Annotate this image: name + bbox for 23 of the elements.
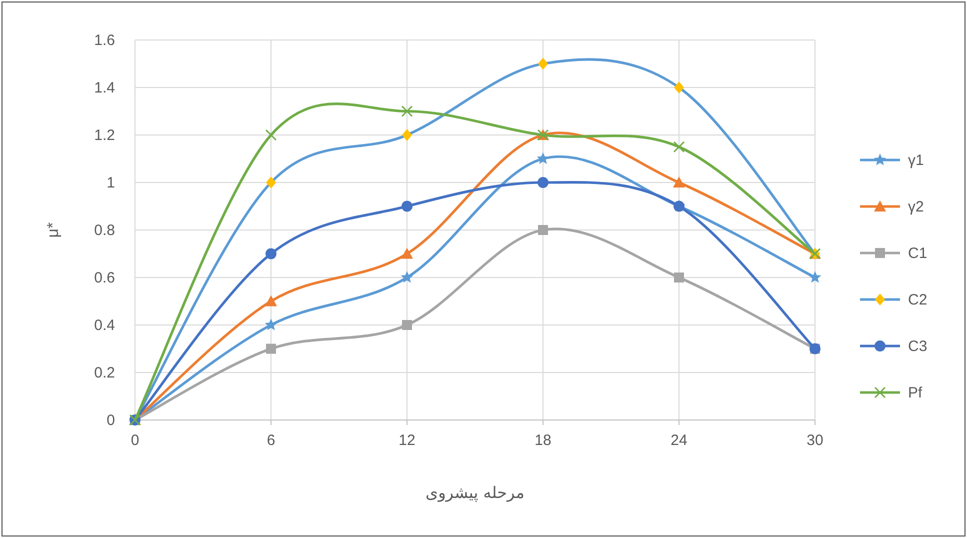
legend-label: γ1 bbox=[908, 152, 924, 169]
x-tick-label: 18 bbox=[534, 432, 552, 449]
x-tick-label: 24 bbox=[670, 432, 688, 449]
y-tick-label: 0.8 bbox=[94, 222, 115, 239]
legend-label: C1 bbox=[908, 245, 928, 262]
y-tick-label: 1.2 bbox=[94, 127, 115, 144]
x-axis-title: مرحله پیشروی bbox=[426, 483, 524, 502]
legend-label: γ2 bbox=[908, 198, 924, 216]
y-tick-label: 0.2 bbox=[94, 364, 115, 382]
y-tick-label: 0 bbox=[106, 412, 115, 429]
y-tick-label: 0.6 bbox=[94, 270, 115, 286]
y-tick-label: 1.4 bbox=[94, 80, 115, 96]
legend-label: Pf bbox=[908, 384, 924, 402]
y-tick-label: 0.4 bbox=[94, 317, 115, 334]
legend-label: C2 bbox=[908, 292, 928, 308]
y-tick-label: 1.6 bbox=[94, 32, 115, 49]
x-tick-label: 6 bbox=[266, 432, 276, 449]
y-tick-label: 1 bbox=[106, 174, 115, 192]
x-tick-label: 30 bbox=[806, 432, 824, 449]
y-axis-title: μ* bbox=[45, 222, 62, 238]
x-tick-label: 12 bbox=[398, 432, 416, 449]
legend-label: C3 bbox=[908, 338, 928, 355]
x-tick-label: 0 bbox=[130, 432, 140, 449]
